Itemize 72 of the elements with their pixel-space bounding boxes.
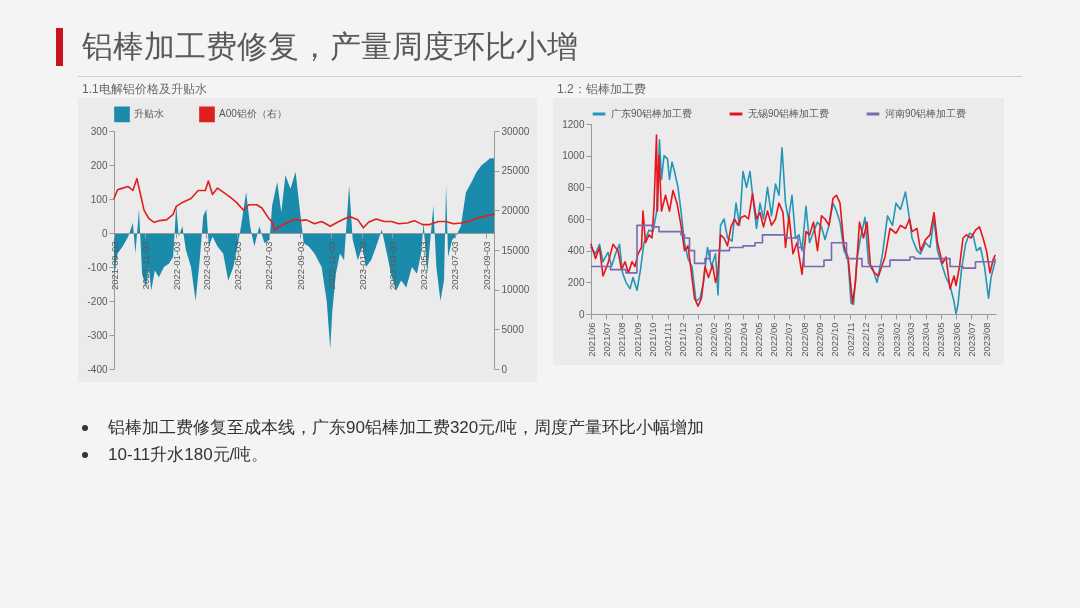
text: 铝棒加工费修复，产量周度环比小增 (82, 28, 578, 66)
y-tick-label: 200 (567, 276, 585, 288)
x-tick-label: 2023/02 (890, 322, 902, 357)
x-tick-label: 2021/10 (646, 322, 658, 357)
text: 铝棒加工费修复至成本线，广东90铝棒加工费320元/吨，周度产量环比小幅增加 (108, 417, 704, 439)
y-tick-label: 600 (567, 213, 585, 225)
y2-tick-label: 20000 (501, 204, 530, 216)
y-tick-label: 400 (567, 245, 585, 257)
x-tick-label: 2022-05-03 (231, 241, 243, 291)
x-tick-label: 2022/05 (752, 322, 764, 357)
y-tick-label: 1200 (562, 118, 585, 130)
x-tick-label: 2023/07 (965, 322, 977, 357)
x-tick-label: 2021/11 (662, 322, 673, 357)
x-tick-label: 2023/05 (935, 322, 946, 357)
y-tick-label: 200 (90, 159, 108, 171)
legend-label: 升贴水 (134, 108, 164, 120)
chart-title: 1.1电解铝价格及升贴水 (81, 81, 208, 98)
legend-label: A00铝价（右） (219, 108, 287, 120)
x-tick-label: 2022/06 (768, 322, 779, 357)
y-tick-label: -400 (87, 363, 108, 375)
x-tick-label: 2022-09-03 (294, 241, 306, 291)
y2-tick-label: 25000 (501, 165, 530, 177)
x-tick-label: 2021/09 (631, 322, 643, 357)
x-tick-label: 2022/11 (844, 322, 856, 357)
x-tick-label: 2022/02 (708, 322, 719, 357)
x-tick-label: 2022/10 (829, 322, 840, 357)
text: 10-11升水180元/吨。 (108, 444, 269, 466)
x-tick-label: 2023/01 (875, 322, 886, 357)
y-tick-label: 0 (101, 227, 108, 239)
y2-tick-label: 30000 (501, 125, 530, 137)
x-tick-label: 2022-01-03 (170, 241, 182, 291)
x-tick-label: 2021/08 (616, 322, 627, 357)
x-tick-label: 2023/04 (920, 322, 931, 357)
x-tick-label: 2022/01 (692, 322, 704, 357)
x-tick-label: 2021/12 (677, 322, 688, 357)
x-tick-label: 2023-03-03 (387, 241, 398, 291)
y-tick-label: -100 (87, 261, 108, 273)
x-tick-label: 2021-11-03 (139, 241, 151, 290)
x-tick-label: 2023-07-03 (449, 241, 461, 291)
x-tick-label: 2023/08 (981, 322, 992, 357)
x-tick-label: 2023/06 (950, 322, 962, 357)
x-tick-label: 2023/03 (904, 322, 916, 357)
y-tick-label: -200 (87, 295, 108, 307)
x-tick-label: 2022/07 (783, 322, 794, 357)
x-tick-label: 2023-09-03 (480, 241, 492, 291)
x-tick-label: 2022/09 (814, 322, 825, 357)
y2-tick-label: 15000 (501, 244, 530, 256)
x-tick-label: 2022/12 (859, 322, 871, 357)
x-tick-label: 2022-03-03 (200, 241, 212, 291)
x-tick-label: 2022/04 (737, 322, 749, 357)
legend-label: 广东90铝棒加工费 (611, 108, 693, 119)
legend-label: 无锡90铝棒加工费 (748, 108, 830, 119)
y2-tick-label: 0 (501, 363, 508, 375)
x-tick-label: 2023-05-03 (418, 241, 430, 291)
legend-label: 河南90铝棒加工费 (885, 108, 967, 119)
y2-tick-label: 5000 (501, 323, 525, 335)
x-tick-label: 2022-07-03 (263, 241, 275, 291)
y-tick-label: 1000 (562, 150, 585, 162)
y-tick-label: 100 (90, 193, 108, 205)
y-tick-label: -300 (87, 329, 108, 341)
y-tick-label: 800 (567, 181, 585, 193)
x-tick-label: 2021/06 (585, 322, 597, 357)
x-tick-label: 2021/07 (600, 322, 612, 357)
x-tick-label: 2022-11-03 (325, 241, 337, 290)
y-tick-label: 300 (90, 125, 108, 137)
chart-title: 1.2：铝棒加工费 (556, 81, 647, 98)
x-tick-label: 2021-09-03 (108, 241, 120, 291)
y-tick-label: 0 (578, 308, 585, 320)
x-tick-label: 2023-01-03 (356, 241, 368, 291)
x-tick-label: 2022/08 (798, 322, 810, 357)
y2-tick-label: 10000 (501, 284, 530, 296)
x-tick-label: 2022/03 (722, 322, 733, 357)
